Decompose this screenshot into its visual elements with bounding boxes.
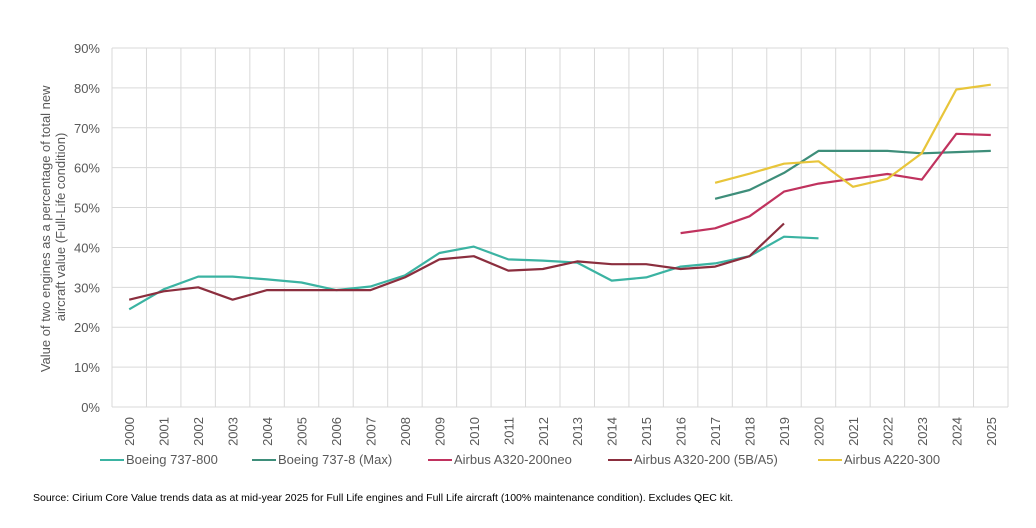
x-tick-label: 2022 — [880, 417, 895, 446]
grid — [111, 47, 1009, 408]
y-tick-label: 90% — [74, 41, 100, 56]
legend-swatch — [818, 458, 842, 461]
x-tick-label: 2002 — [191, 417, 206, 446]
x-tick-label: 2023 — [915, 417, 930, 446]
x-tick-label: 2009 — [432, 417, 447, 446]
y-tick-label: 70% — [74, 121, 100, 136]
legend-label: Boeing 737-800 — [126, 452, 218, 467]
legend-swatch — [252, 458, 276, 461]
source-note: Source: Cirium Core Value trends data as… — [33, 492, 734, 504]
y-axis-title: Value of two engines as a percentage of … — [38, 82, 68, 372]
x-tick-label: 2001 — [157, 417, 172, 446]
series-line-airbus-a220-300 — [714, 83, 991, 188]
y-axis-title-line-1: Value of two engines as a percentage of … — [38, 85, 53, 372]
y-tick-label: 30% — [74, 280, 100, 295]
series-group — [128, 83, 991, 311]
x-tick-label: 2005 — [295, 417, 310, 446]
legend: Boeing 737-800 Boeing 737-8 (Max) Airbus… — [0, 452, 1036, 476]
legend-item-boeing-737-8-max[interactable]: Boeing 737-8 (Max) — [252, 452, 392, 467]
legend-item-boeing-737-800[interactable]: Boeing 737-800 — [100, 452, 218, 467]
y-tick-label: 40% — [74, 240, 100, 255]
x-tick-label: 2008 — [398, 417, 413, 446]
legend-label: Airbus A320-200neo — [454, 452, 572, 467]
legend-label: Boeing 737-8 (Max) — [278, 452, 393, 467]
legend-item-airbus-a220-300[interactable]: Airbus A220-300 — [818, 452, 940, 467]
series-airbus-a220-300 — [714, 83, 991, 188]
x-tick-label: 2020 — [811, 417, 826, 446]
legend-item-airbus-a320-200neo[interactable]: Airbus A320-200neo — [428, 452, 572, 467]
x-tick-label: 2012 — [536, 417, 551, 446]
x-tick-label: 2016 — [674, 417, 689, 446]
x-tick-label: 2000 — [122, 417, 137, 446]
x-tick-label: 2024 — [949, 417, 964, 446]
legend-swatch — [428, 458, 452, 461]
y-tick-label: 10% — [74, 360, 100, 375]
x-tick-label: 2025 — [984, 417, 999, 446]
series-line-boeing-737-800 — [128, 235, 819, 311]
series-boeing-737-800 — [128, 235, 819, 311]
series-line-airbus-a320-200-5b-a5 — [128, 222, 785, 301]
x-tick-label: 2011 — [501, 417, 516, 445]
x-tick-label: 2019 — [777, 417, 792, 446]
x-tick-label: 2007 — [363, 417, 378, 446]
x-tick-label: 2017 — [708, 417, 723, 446]
y-axis-title-line-2: aircraft value (Full-Life condition) — [53, 133, 68, 322]
y-tick-label: 20% — [74, 320, 100, 335]
x-tick-label: 2021 — [846, 417, 861, 446]
series-airbus-a320-200neo — [680, 132, 991, 235]
x-tick-label: 2004 — [260, 417, 275, 446]
legend-swatch — [100, 458, 124, 461]
x-tick-label: 2018 — [743, 417, 758, 446]
legend-swatch — [608, 458, 632, 461]
x-axis: 2000 2001 2002 2003 2004 2005 2006 2007 2008 2009… — [122, 417, 999, 446]
series-airbus-a320-200-5b-a5 — [128, 222, 785, 301]
series-line-boeing-737-8-max — [714, 149, 991, 200]
series-boeing-737-8-max — [714, 149, 991, 200]
y-tick-label: 60% — [74, 161, 100, 176]
legend-item-airbus-a320-200-5b-a5[interactable]: Airbus A320-200 (5B/A5) — [608, 452, 778, 467]
y-tick-label: 0% — [81, 400, 100, 415]
x-tick-label: 2003 — [226, 417, 241, 446]
legend-label: Airbus A320-200 (5B/A5) — [634, 452, 778, 467]
y-tick-label: 50% — [74, 201, 100, 216]
x-tick-label: 2006 — [329, 417, 344, 446]
y-tick-label: 80% — [74, 81, 100, 96]
series-line-airbus-a320-200neo — [680, 132, 991, 235]
x-tick-label: 2015 — [639, 417, 654, 446]
x-tick-label: 2014 — [605, 417, 620, 446]
legend-label: Airbus A220-300 — [844, 452, 941, 467]
x-tick-label: 2013 — [570, 417, 585, 446]
y-axis: 0% 10% 20% 30% 40% 50% 60% 70% 80% 90% — [74, 41, 100, 415]
x-tick-label: 2010 — [467, 417, 482, 446]
